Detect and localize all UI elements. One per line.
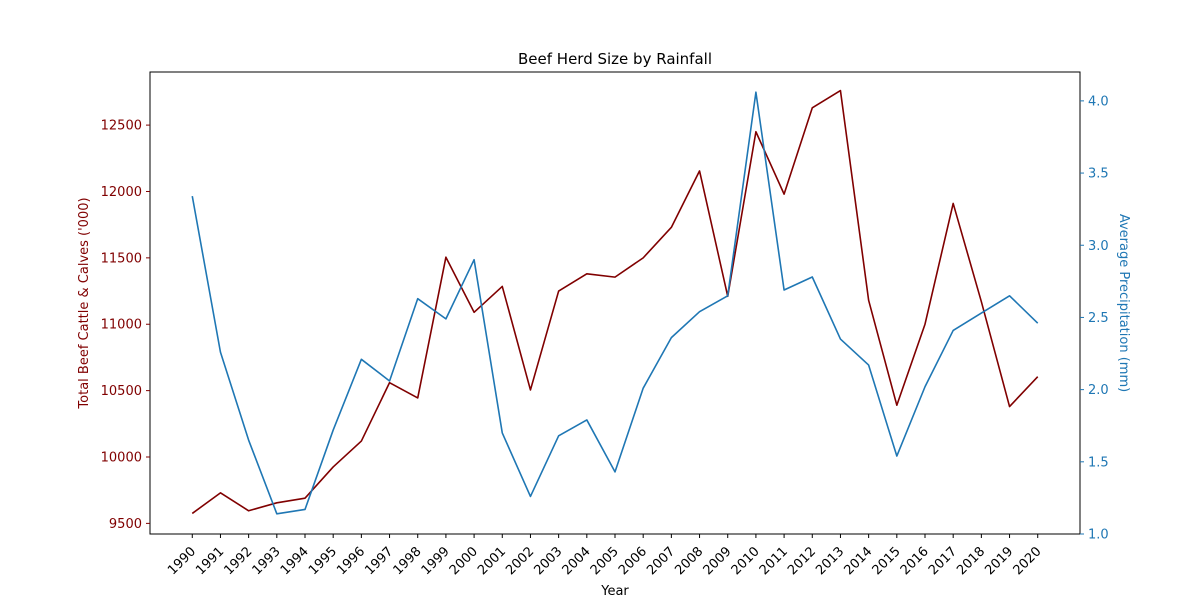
x-tick-label-2005: 2005 (588, 544, 622, 578)
x-tick-label-2018: 2018 (954, 544, 988, 578)
right-y-tick-label-2.5: 2.5 (1088, 311, 1109, 326)
x-tick-label-1992: 1992 (221, 544, 255, 578)
chart-title: Beef Herd Size by Rainfall (518, 50, 712, 68)
left-y-tick-label-12000: 12000 (101, 185, 142, 200)
x-tick-label-1995: 1995 (306, 544, 340, 578)
x-tick-label-1993: 1993 (250, 544, 284, 578)
x-tick-label-2011: 2011 (757, 544, 791, 578)
x-tick-label-1997: 1997 (362, 544, 396, 578)
x-tick-label-2002: 2002 (503, 544, 537, 578)
x-tick-label-2004: 2004 (560, 544, 594, 578)
precipitation-line (191, 91, 1039, 515)
left-y-tick-label-12500: 12500 (101, 119, 142, 134)
x-tick-label-1994: 1994 (278, 544, 312, 578)
right-y-tick-label-3: 3.0 (1088, 239, 1109, 254)
herd-size-line (191, 89, 1039, 515)
x-tick-label-2019: 2019 (982, 544, 1016, 578)
right-y-tick-label-4: 4.0 (1088, 94, 1109, 109)
x-tick-label-2007: 2007 (644, 544, 678, 578)
x-tick-label-2000: 2000 (447, 544, 481, 578)
x-tick-label-2001: 2001 (475, 544, 509, 578)
left-y-tick-label-11500: 11500 (101, 251, 142, 266)
left-y-tick-label-10000: 10000 (101, 451, 142, 466)
right-y-tick-label-2: 2.0 (1088, 383, 1109, 398)
x-tick-label-2009: 2009 (701, 544, 735, 578)
x-tick-label-2014: 2014 (841, 544, 875, 578)
x-tick-label-2006: 2006 (616, 544, 650, 578)
x-tick-label-1996: 1996 (334, 544, 368, 578)
x-axis-label: Year (600, 584, 629, 599)
x-tick-label-1999: 1999 (419, 544, 453, 578)
x-tick-label-2010: 2010 (729, 544, 763, 578)
x-tick-label-2013: 2013 (813, 544, 847, 578)
left-y-axis-label: Total Beef Cattle & Calves ('000) (77, 197, 92, 409)
x-tick-label-1990: 1990 (165, 544, 199, 578)
x-tick-label-2016: 2016 (898, 544, 932, 578)
x-tick-label-2003: 2003 (531, 544, 565, 578)
x-tick-label-1991: 1991 (193, 544, 227, 578)
plot-frame (149, 71, 1081, 535)
left-y-tick-label-11000: 11000 (101, 318, 142, 333)
x-tick-label-2015: 2015 (870, 544, 904, 578)
right-y-axis-label: Average Precipitation (mm) (1116, 214, 1131, 392)
left-y-tick-label-9500: 9500 (109, 517, 142, 532)
x-tick-label-2020: 2020 (1011, 544, 1045, 578)
x-tick-label-2012: 2012 (785, 544, 819, 578)
right-y-tick-label-1: 1.0 (1088, 528, 1109, 543)
plot-area: 1990199119921993199419951996199719981999… (101, 71, 1109, 578)
x-tick-label-2017: 2017 (926, 544, 960, 578)
right-y-tick-label-1.5: 1.5 (1088, 455, 1109, 470)
x-tick-label-1998: 1998 (391, 544, 425, 578)
right-y-tick-label-3.5: 3.5 (1088, 167, 1109, 182)
left-y-tick-label-10500: 10500 (101, 384, 142, 399)
x-tick-label-2008: 2008 (672, 544, 706, 578)
